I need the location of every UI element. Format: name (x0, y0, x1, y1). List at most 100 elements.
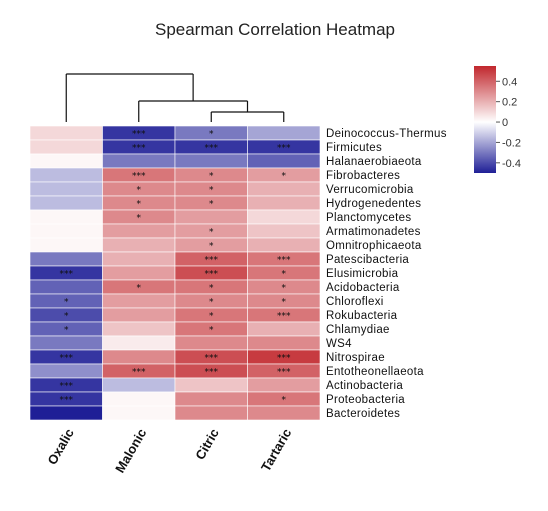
heatmap-cell (29, 335, 103, 351)
legend-tick-label: -0.4 (502, 158, 521, 170)
significance-marker: *** (277, 312, 291, 322)
significance-marker: *** (277, 144, 291, 154)
significance-marker: *** (205, 256, 219, 266)
heatmap-cell (247, 209, 321, 225)
heatmap-cell (102, 307, 176, 323)
significance-marker: * (282, 298, 287, 308)
significance-marker: *** (60, 354, 74, 364)
significance-marker: *** (277, 354, 291, 364)
row-label: Actinobacteria (326, 380, 403, 392)
heatmap-cell (247, 125, 321, 141)
heatmap-cell (29, 125, 103, 141)
significance-marker: *** (60, 270, 74, 280)
row-label: Omnitrophicaeota (326, 240, 422, 252)
significance-marker: *** (205, 354, 219, 364)
significance-marker: * (209, 172, 214, 182)
significance-marker: * (209, 298, 214, 308)
row-label: Verrucomicrobia (326, 184, 414, 196)
heatmap-cell (174, 405, 248, 421)
significance-marker: * (64, 326, 69, 336)
row-label: Hydrogenedentes (326, 198, 421, 210)
significance-marker: * (209, 284, 214, 294)
significance-marker: * (209, 242, 214, 252)
significance-marker: * (209, 326, 214, 336)
row-label: Proteobacteria (326, 394, 405, 406)
heatmap-cell (102, 251, 176, 267)
heatmap-cell (102, 293, 176, 309)
heatmap-cell (29, 195, 103, 211)
heatmap-cell (102, 265, 176, 281)
significance-marker: * (282, 396, 287, 406)
heatmap-cell (102, 405, 176, 421)
legend-tick-label: 0 (502, 117, 508, 129)
row-label: Nitrospirae (326, 352, 385, 364)
row-label: Bacteroidetes (326, 408, 400, 420)
heatmap-cell (29, 405, 103, 421)
heatmap-cell (29, 279, 103, 295)
row-label: Elusimicrobia (326, 268, 399, 280)
heatmap-cell (29, 139, 103, 155)
row-labels: Deinococcus-Thermus Firmicutes Halanaerobi… (326, 128, 447, 420)
heatmap-cell (174, 153, 248, 169)
significance-marker: *** (132, 368, 146, 378)
significance-marker: *** (60, 396, 74, 406)
heatmap-cell (29, 167, 103, 183)
significance-marker: *** (132, 144, 146, 154)
heatmap-cell (247, 195, 321, 211)
heatmap-cell (247, 377, 321, 393)
significance-marker: * (209, 130, 214, 140)
heatmap-cell (102, 321, 176, 337)
column-label: Malonic (112, 426, 149, 475)
significance-marker: * (137, 284, 142, 294)
heatmap-cell (247, 153, 321, 169)
column-label: Citric (192, 426, 222, 462)
row-label: Fibrobacteres (326, 170, 400, 182)
heatmap-cell (29, 363, 103, 379)
heatmap-cell (247, 181, 321, 197)
significance-marker: * (209, 228, 214, 238)
row-label: Acidobacteria (326, 282, 400, 294)
row-label: Firmicutes (326, 142, 382, 154)
significance-marker: *** (277, 368, 291, 378)
row-label: Chloroflexi (326, 296, 384, 308)
significance-marker: *** (132, 130, 146, 140)
heatmap-cell (102, 377, 176, 393)
heatmap-cell (29, 237, 103, 253)
row-label: Rokubacteria (326, 310, 398, 322)
heatmap-cell (102, 153, 176, 169)
heatmap-cell (247, 237, 321, 253)
significance-marker: *** (60, 382, 74, 392)
heatmap-cell (102, 349, 176, 365)
row-label: Deinococcus-Thermus (326, 128, 447, 140)
significance-marker: *** (205, 144, 219, 154)
significance-marker: * (137, 200, 142, 210)
row-label: Patescibacteria (326, 254, 409, 266)
heatmap-cell (174, 391, 248, 407)
heatmap-cell (247, 335, 321, 351)
heatmap-cell (29, 181, 103, 197)
significance-marker: * (137, 186, 142, 196)
heatmap-cell (247, 223, 321, 239)
legend-tick-label: -0.2 (502, 137, 521, 149)
heatmap-cell (174, 377, 248, 393)
significance-marker: * (209, 200, 214, 210)
significance-marker: *** (205, 368, 219, 378)
heatmap-cell (247, 321, 321, 337)
row-label: Halanaerobiaeota (326, 156, 422, 168)
significance-marker: * (282, 172, 287, 182)
significance-marker: * (64, 298, 69, 308)
significance-marker: * (137, 214, 142, 224)
heatmap-cell (174, 335, 248, 351)
significance-marker: * (282, 270, 287, 280)
significance-marker: * (64, 312, 69, 322)
heatmap-cell (102, 391, 176, 407)
chart-title: Spearman Correlation Heatmap (155, 20, 395, 39)
heatmap-cell (102, 335, 176, 351)
legend-colorbar (474, 66, 496, 173)
heatmap-cell (174, 209, 248, 225)
significance-marker: *** (205, 270, 219, 280)
column-labels: Oxalic Malonic Citric Tartaric (44, 426, 294, 475)
heatmap-cell (29, 251, 103, 267)
heatmap-cell (102, 237, 176, 253)
